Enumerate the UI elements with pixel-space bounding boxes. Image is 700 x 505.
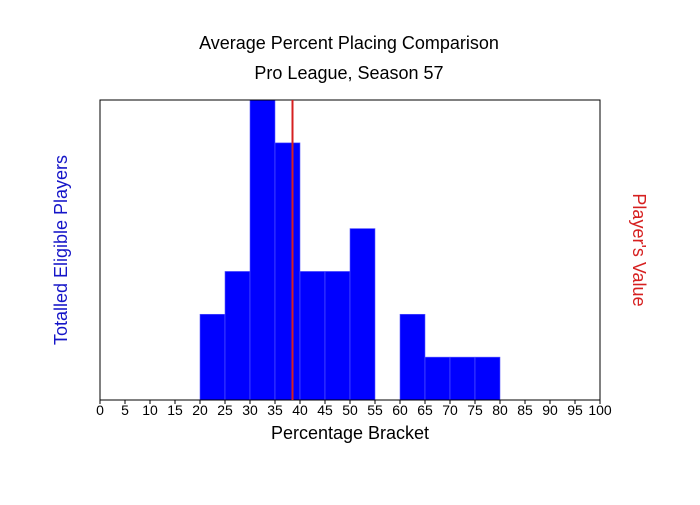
x-ticks-group: 0 5 10 15 20 25 30 35 40 45 50 55 60 65 70 75 80 85 90 95 10… — [96, 400, 612, 418]
chart-title: Average Percent Placing Comparison — [199, 33, 499, 53]
x-tick-label: 0 — [96, 402, 104, 418]
x-tick-label: 55 — [367, 402, 383, 418]
x-tick-label: 10 — [142, 402, 158, 418]
x-tick-label: 25 — [217, 402, 233, 418]
x-tick-label: 60 — [392, 402, 408, 418]
x-tick-label: 15 — [167, 402, 183, 418]
histogram-bar — [199, 313, 226, 401]
x-tick-label: 40 — [292, 402, 308, 418]
bars-group — [199, 99, 501, 401]
x-tick-label: 70 — [442, 402, 458, 418]
x-tick-label: 90 — [542, 402, 558, 418]
x-tick-label: 95 — [567, 402, 583, 418]
histogram-bar — [449, 356, 476, 401]
x-tick-label: 65 — [417, 402, 433, 418]
y-axis-label: Totalled Eligible Players — [51, 155, 71, 345]
y2-axis-label: Player's Value — [629, 193, 649, 306]
x-tick-label: 75 — [467, 402, 483, 418]
histogram-bar — [474, 356, 501, 401]
x-tick-label: 20 — [192, 402, 208, 418]
histogram-bar — [249, 99, 276, 401]
histogram-bar — [399, 313, 426, 401]
histogram-bar — [224, 271, 251, 401]
plot-frame — [99, 99, 601, 401]
x-tick-label: 35 — [267, 402, 283, 418]
x-tick-label: 50 — [342, 402, 358, 418]
x-tick-label: 100 — [588, 402, 612, 418]
x-tick-label: 30 — [242, 402, 258, 418]
x-tick-label: 85 — [517, 402, 533, 418]
histogram-bar — [424, 356, 451, 401]
histogram-bar — [274, 142, 301, 401]
x-tick-label: 45 — [317, 402, 333, 418]
histogram-bar — [349, 228, 376, 401]
histogram-bar — [324, 271, 351, 401]
histogram-bar — [299, 271, 326, 401]
x-tick-label: 80 — [492, 402, 508, 418]
chart-subtitle: Pro League, Season 57 — [254, 63, 443, 83]
x-axis-label: Percentage Bracket — [271, 423, 429, 443]
x-tick-label: 5 — [121, 402, 129, 418]
